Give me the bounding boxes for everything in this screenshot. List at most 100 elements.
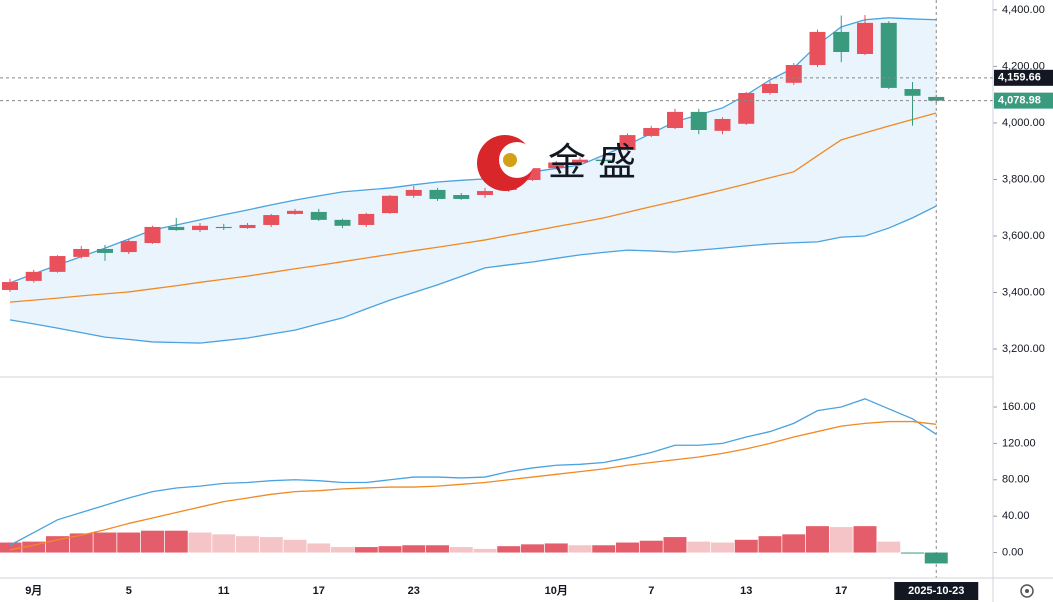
histogram-bar <box>616 542 639 553</box>
x-tick-label: 11 <box>218 585 230 597</box>
histogram-bar <box>901 552 924 554</box>
histogram-bar <box>853 526 877 553</box>
histogram-bar <box>212 534 236 553</box>
candle-body <box>429 189 446 199</box>
y-tick-label: 3,600.00 <box>1002 230 1045 242</box>
histogram-bar <box>426 545 449 553</box>
x-tick-label: 17 <box>835 585 847 597</box>
histogram-bar <box>473 548 497 553</box>
candle-body <box>168 226 185 231</box>
histogram-bar <box>497 546 521 553</box>
histogram-bar <box>711 542 734 553</box>
histogram-bar <box>46 536 69 553</box>
histogram-bar <box>93 532 117 553</box>
histogram-bar <box>283 539 307 553</box>
logo-coin <box>503 153 517 167</box>
candle-body <box>690 111 707 130</box>
histogram-bar <box>402 545 426 553</box>
candle-body <box>382 195 398 214</box>
candle-body <box>144 226 161 244</box>
candle-body <box>239 224 256 229</box>
x-tick-label: 2025-10-23 <box>908 585 964 597</box>
histogram-bar <box>188 532 212 553</box>
histogram-bar <box>331 547 354 553</box>
price-label: 4,078.98 <box>998 95 1041 107</box>
candle-body <box>263 215 280 225</box>
histogram-bar <box>592 545 616 553</box>
histogram-bar <box>758 536 782 553</box>
histogram-bar <box>663 537 687 553</box>
histogram-bar <box>354 547 378 553</box>
candle-body <box>25 271 42 281</box>
y-tick-label: 0.00 <box>1002 546 1023 558</box>
candle-body <box>548 162 565 169</box>
histogram-bar <box>141 530 164 553</box>
watermark-text: 金盛 <box>548 142 648 184</box>
x-tick-highlight <box>894 582 979 600</box>
y-tick-label: 3,800.00 <box>1002 173 1045 185</box>
histogram-bar <box>521 544 544 553</box>
settings-icon[interactable] <box>1020 584 1034 598</box>
y-tick-label: 120.00 <box>1002 437 1036 449</box>
candle-body <box>857 22 873 54</box>
candle-body <box>215 226 232 229</box>
candle-body <box>405 189 422 196</box>
histogram-bar <box>117 532 141 553</box>
candle-body <box>904 89 921 96</box>
histogram-bar <box>829 527 853 553</box>
histogram-bar <box>22 541 46 553</box>
histogram-bar <box>687 541 711 553</box>
candle-body <box>809 31 826 65</box>
x-tick-label: 13 <box>740 585 752 597</box>
candle-body <box>73 248 90 257</box>
band-line <box>9 205 937 344</box>
watermark: 金盛 <box>477 135 648 191</box>
y-tick-label: 4,400.00 <box>1002 4 1045 16</box>
candle-body <box>833 31 850 52</box>
price-label-box <box>994 92 1053 109</box>
x-tick-label: 17 <box>313 585 325 597</box>
candle-body <box>334 219 351 226</box>
histogram-bar <box>0 542 22 553</box>
x-tick-label: 10月 <box>545 584 568 597</box>
x-tick-label: 7 <box>648 585 654 597</box>
histogram-bar <box>236 536 259 553</box>
candle-body <box>192 225 208 231</box>
candle-body <box>714 118 731 131</box>
macd-line <box>9 420 937 551</box>
candle-body <box>785 65 802 83</box>
candle-body <box>97 248 113 253</box>
candle-body <box>453 195 470 199</box>
y-tick-label: 160.00 <box>1002 401 1036 413</box>
y-tick-label: 3,200.00 <box>1002 343 1045 355</box>
candle-body <box>643 128 660 136</box>
band-line <box>9 17 937 284</box>
macd-line <box>9 398 937 546</box>
histogram-bar <box>259 537 283 553</box>
candle-body <box>667 111 683 129</box>
histogram-bar <box>924 552 948 564</box>
histogram-bar <box>164 530 188 553</box>
histogram-bar <box>307 543 331 553</box>
candle-body <box>595 159 612 162</box>
x-tick-label: 9月 <box>25 584 42 597</box>
candle-body <box>49 256 66 272</box>
histogram-bar <box>734 539 758 553</box>
histogram-bar <box>568 545 592 553</box>
candle-body <box>120 241 137 253</box>
histogram-bar <box>378 546 402 553</box>
price-label: 4,159.66 <box>998 72 1041 84</box>
y-tick-label: 4,000.00 <box>1002 117 1045 129</box>
x-tick-label: 23 <box>408 585 420 597</box>
candle-body <box>358 213 375 225</box>
band-line <box>9 112 937 303</box>
band-fill <box>10 17 937 344</box>
settings-ring[interactable] <box>1020 584 1034 598</box>
candle-body <box>619 135 636 151</box>
settings-dot[interactable] <box>1025 589 1029 593</box>
candle-body <box>880 22 897 88</box>
candle-body <box>310 211 327 220</box>
histogram-bar <box>69 533 93 553</box>
x-tick-label: 5 <box>126 585 132 597</box>
